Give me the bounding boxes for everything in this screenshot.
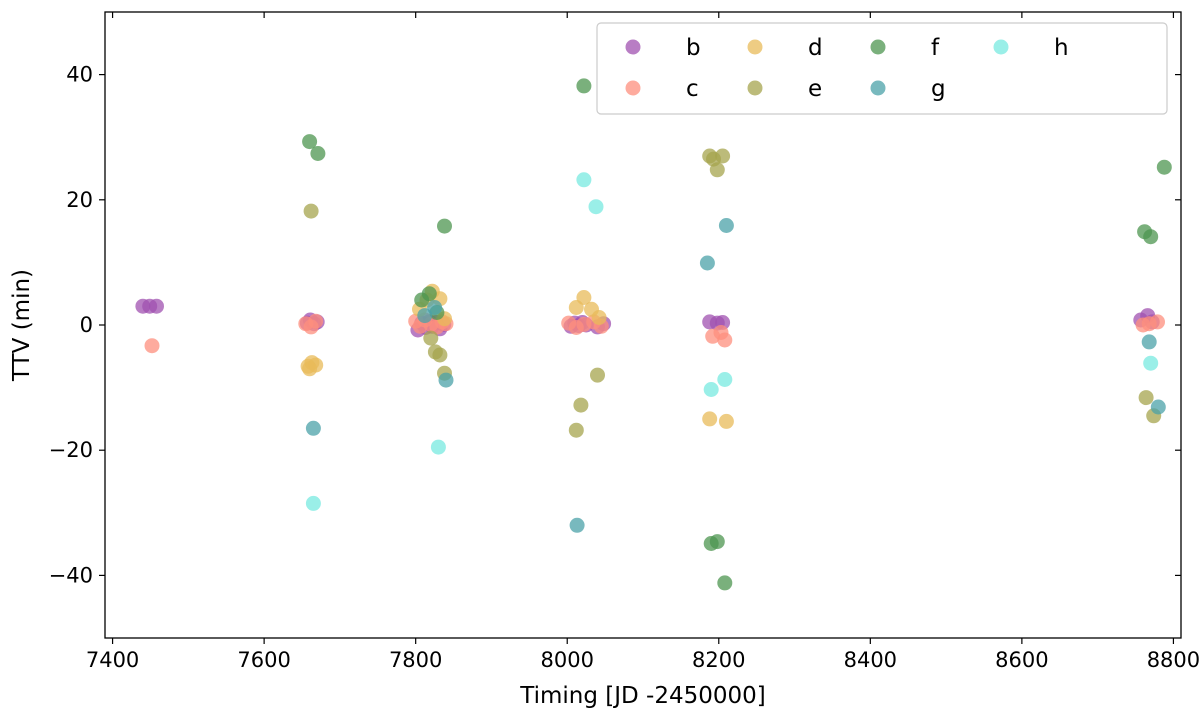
x-tick-label: 7600 (237, 648, 290, 672)
point-f-9 (717, 575, 733, 591)
legend-label-f: f (931, 35, 940, 61)
legend-label-d: d (808, 35, 823, 61)
point-h-3 (588, 199, 604, 215)
point-g-8 (1150, 399, 1166, 415)
data-points (135, 78, 1172, 591)
point-f-11 (1143, 229, 1159, 245)
point-d-14 (718, 413, 734, 429)
x-tick-label: 8200 (692, 648, 745, 672)
point-h-6 (1143, 355, 1159, 371)
point-d-10 (576, 290, 592, 305)
point-f-0 (302, 134, 318, 150)
legend-marker-c (625, 80, 641, 96)
x-axis-label: Timing [JD -2450000] (519, 683, 766, 709)
point-e-10 (709, 162, 725, 178)
point-e-6 (573, 397, 589, 413)
y-tick-label: 0 (80, 313, 93, 337)
point-c-0 (144, 338, 160, 354)
x-tick-label: 7400 (86, 648, 139, 672)
point-d-3 (302, 361, 318, 377)
legend-label-c: c (686, 76, 699, 102)
legend-marker-d (747, 39, 763, 55)
x-tick-label: 8800 (1147, 648, 1200, 672)
axis-ticks (99, 12, 1181, 644)
point-f-8 (709, 534, 725, 550)
y-tick-label: 40 (66, 63, 93, 87)
point-d-13 (702, 411, 718, 427)
point-c-18 (717, 332, 733, 348)
point-c-21 (1150, 314, 1165, 330)
point-f-5 (437, 218, 452, 234)
y-tick-label: −20 (49, 438, 93, 462)
point-g-3 (438, 372, 454, 388)
legend-label-h: h (1054, 35, 1069, 61)
point-g-2 (427, 300, 443, 315)
y-tick-label: −40 (49, 563, 93, 587)
y-axis-label: TTV (min) (9, 269, 35, 382)
x-tick-label: 8600 (995, 648, 1048, 672)
point-f-12 (1156, 159, 1172, 175)
legend-marker-f (870, 39, 886, 55)
x-tick-label: 7800 (389, 648, 442, 672)
point-e-5 (568, 422, 584, 438)
point-f-3 (421, 286, 437, 302)
y-tick-label: 20 (66, 188, 93, 212)
legend-label-b: b (686, 35, 701, 61)
point-h-4 (703, 382, 719, 397)
legend-box (596, 22, 1168, 115)
point-f-1 (310, 146, 326, 161)
legend: b d f h c e g (596, 22, 1168, 115)
point-d-12 (591, 310, 607, 325)
x-tick-label: 8000 (540, 648, 593, 672)
point-h-2 (576, 172, 592, 188)
point-e-7 (590, 367, 605, 383)
legend-label-g: g (931, 76, 946, 102)
point-g-0 (305, 420, 321, 436)
tick-labels: 7400 7600 7800 8000 8200 8400 8600 8800 −40 −20 0 2… (49, 63, 1200, 672)
point-e-12 (1138, 390, 1154, 406)
point-e-3 (432, 347, 448, 363)
legend-marker-b (625, 39, 641, 55)
point-e-0 (303, 203, 319, 219)
point-h-5 (717, 372, 733, 387)
legend-marker-h (993, 39, 1009, 55)
legend-marker-e (747, 80, 763, 96)
point-h-1 (430, 439, 446, 455)
legend-marker-g (870, 80, 886, 96)
point-f-6 (576, 78, 592, 94)
point-g-6 (718, 218, 734, 233)
point-g-5 (699, 255, 715, 271)
point-e-1 (423, 330, 439, 346)
point-b-2 (149, 298, 164, 314)
point-h-0 (305, 495, 321, 511)
legend-label-e: e (808, 76, 822, 102)
point-c-3 (308, 313, 324, 329)
x-tick-label: 8400 (844, 648, 897, 672)
point-g-4 (569, 517, 585, 533)
point-g-7 (1141, 334, 1157, 350)
point-e-11 (715, 148, 731, 164)
